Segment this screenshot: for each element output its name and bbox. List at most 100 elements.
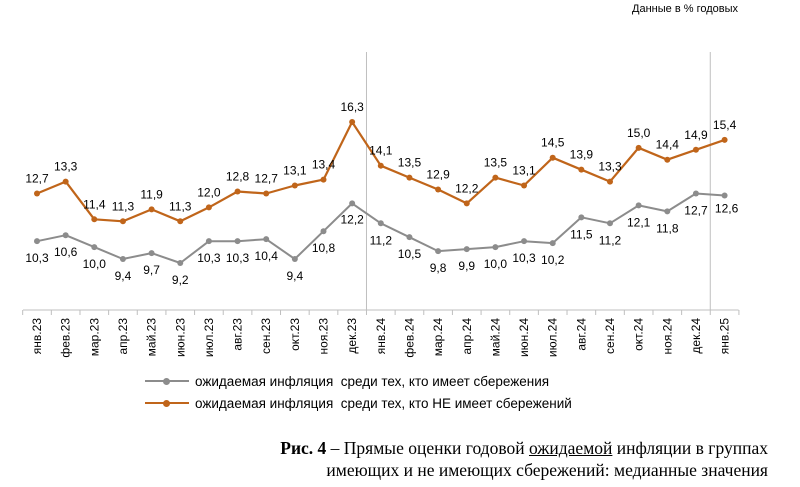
series-point-gray (119, 256, 126, 263)
x-tick-label: мар.23 (87, 318, 101, 357)
series-point-orange (377, 162, 384, 169)
data-label-orange: 13,5 (398, 156, 422, 170)
series-point-orange (349, 119, 356, 125)
series-point-orange (406, 174, 413, 181)
data-label-gray: 12,1 (627, 215, 651, 229)
series-point-orange (91, 216, 98, 223)
series-point-gray (377, 220, 384, 227)
series-point-gray (91, 244, 98, 251)
series-point-orange (234, 188, 241, 195)
data-label-gray: 11,8 (656, 221, 679, 235)
x-tick-label: сен.24 (603, 318, 617, 354)
x-tick-label: июл.24 (546, 318, 560, 357)
series-point-gray (578, 214, 585, 221)
x-tick-label: янв.23 (30, 318, 44, 355)
caption-line-2: имеющих и не имеющих сбережений: медианн… (326, 460, 768, 480)
series-point-gray (463, 246, 470, 253)
series-line-gray (36, 192, 725, 264)
x-tick-label: июл.23 (202, 318, 216, 357)
data-label-orange: 11,3 (112, 199, 135, 213)
data-label-gray: 11,2 (599, 233, 622, 247)
x-tick-label: май.24 (488, 318, 502, 357)
series-point-orange (721, 136, 728, 143)
series-point-gray (205, 238, 212, 245)
data-label-orange: 13,9 (570, 148, 594, 162)
x-tick-label: янв.25 (718, 318, 732, 355)
series-point-orange (435, 186, 442, 193)
x-tick-label: ноя.23 (317, 318, 331, 355)
series-point-orange (521, 182, 528, 189)
data-label-orange: 14,5 (541, 136, 565, 150)
units-note: Данные в % годовых (632, 3, 738, 15)
series-point-orange (607, 178, 613, 185)
data-label-gray: 9,4 (115, 269, 132, 283)
data-label-orange: 15,0 (627, 126, 651, 140)
data-label-gray: 9,8 (430, 261, 447, 275)
data-label-gray: 10,3 (197, 251, 221, 265)
data-label-gray: 10,0 (484, 257, 508, 271)
series-point-gray (320, 228, 327, 235)
series-point-orange (62, 178, 69, 185)
data-label-gray: 10,2 (541, 253, 565, 267)
series-point-gray (435, 248, 442, 255)
legend-swatch-orange (145, 396, 189, 410)
x-tick-label: июн.24 (517, 318, 531, 357)
series-point-gray (692, 190, 699, 197)
x-tick-label: май.23 (145, 318, 159, 357)
x-tick-label: сен.23 (259, 318, 273, 354)
series-point-gray (177, 260, 184, 266)
data-label-gray: 9,4 (287, 269, 304, 283)
data-label-orange: 11,4 (83, 197, 106, 211)
figure-caption: Рис. 4 – Прямые оценки годовой ожидаемой… (180, 437, 768, 481)
data-label-orange: 14,4 (656, 138, 680, 152)
series-point-orange (205, 204, 212, 211)
series-point-gray (635, 202, 642, 209)
x-tick-label: июн.23 (173, 318, 187, 357)
data-label-orange: 12,7 (25, 171, 49, 185)
x-tick-label: мар.24 (431, 318, 445, 357)
x-tick-label: дек.23 (345, 318, 359, 354)
data-label-orange: 15,4 (713, 118, 737, 132)
series-point-gray (549, 240, 556, 247)
series-point-orange (578, 166, 585, 173)
data-label-orange: 13,5 (484, 156, 508, 170)
series-point-gray (607, 220, 613, 227)
caption-label: Рис. 4 (280, 438, 327, 458)
data-label-gray: 12,6 (715, 201, 739, 215)
x-tick-label: фев.23 (59, 318, 73, 358)
data-label-orange: 11,3 (169, 199, 192, 213)
legend: ожидаемая инфляция среди тех, кто имеет … (145, 370, 572, 414)
legend-swatch-gray (145, 374, 189, 388)
x-tick-label: янв.24 (374, 318, 388, 355)
series-point-orange (148, 206, 155, 213)
data-label-orange: 12,8 (226, 170, 250, 184)
data-label-orange: 14,9 (684, 128, 708, 142)
data-label-gray: 9,2 (172, 273, 189, 287)
data-label-orange: 13,1 (512, 164, 536, 178)
caption-line-1: Рис. 4 – Прямые оценки годовой ожидаемой… (180, 437, 768, 459)
data-label-orange: 14,1 (369, 144, 393, 158)
x-tick-label: дек.24 (689, 318, 703, 354)
legend-label-gray: ожидаемая инфляция среди тех, кто имеет … (195, 373, 550, 389)
data-label-gray: 10,3 (226, 251, 250, 265)
data-label-gray: 12,7 (684, 203, 708, 217)
series-point-gray (406, 234, 413, 241)
legend-item-gray: ожидаемая инфляция среди тех, кто имеет … (145, 370, 572, 392)
series-point-orange (320, 176, 327, 183)
data-label-orange: 13,4 (312, 158, 336, 172)
legend-item-orange: ожидаемая инфляция среди тех, кто НЕ име… (145, 392, 572, 414)
data-label-gray: 10,6 (54, 245, 78, 259)
data-label-gray: 10,0 (83, 257, 107, 271)
data-label-gray: 9,9 (458, 259, 475, 273)
data-label-orange: 12,7 (255, 171, 279, 185)
data-label-gray: 12,2 (340, 212, 364, 226)
data-label-orange: 13,3 (598, 160, 622, 174)
series-point-orange (291, 182, 298, 189)
series-point-orange (463, 200, 470, 207)
data-label-gray: 10,3 (512, 251, 536, 265)
caption-underlined: ожидаемой (528, 438, 613, 458)
series-point-gray (291, 256, 298, 263)
data-label-orange: 12,0 (197, 185, 221, 199)
data-label-orange: 11,9 (140, 187, 163, 201)
series-point-orange (34, 190, 40, 197)
